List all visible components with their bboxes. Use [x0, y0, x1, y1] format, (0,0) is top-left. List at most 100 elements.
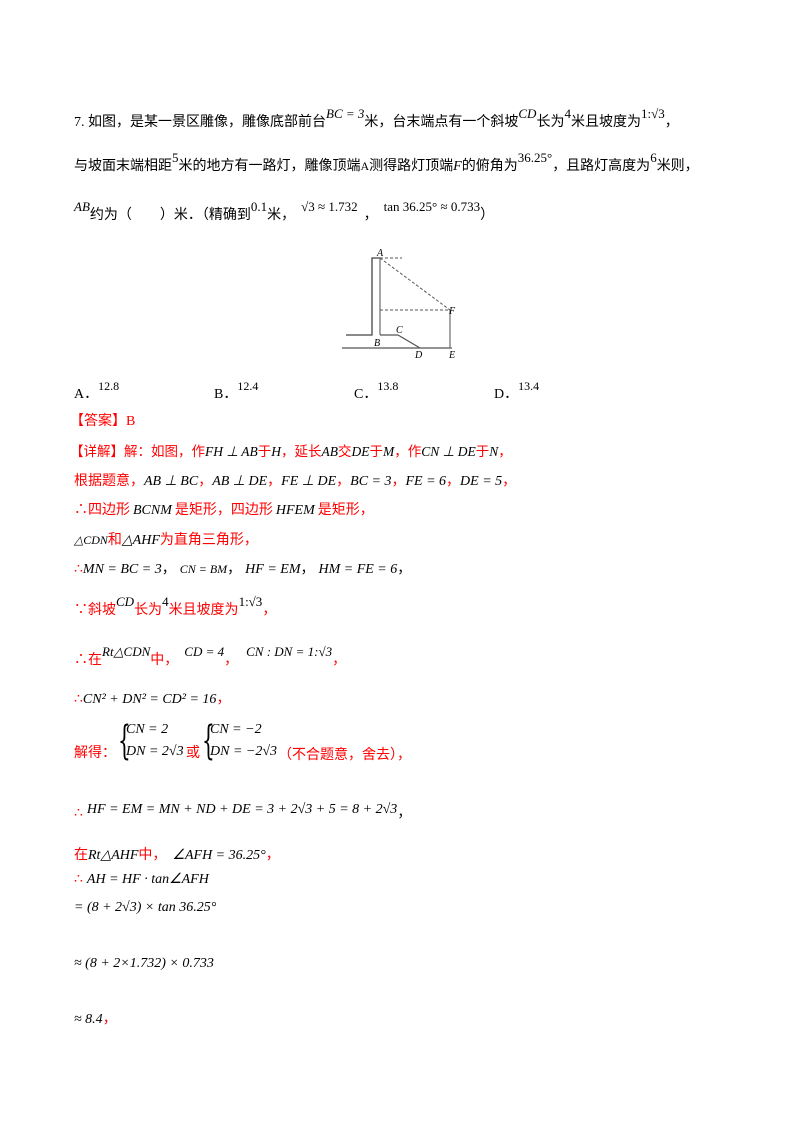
math: △AHF [121, 533, 160, 548]
math: HM = FE = 6 [318, 562, 398, 577]
text: 米且坡度为 [168, 603, 239, 618]
question-line-2: 与坡面末端相距5米的地方有一路灯，雕像顶端A测得路灯顶端F的俯角为36.25°，… [74, 150, 699, 177]
answer-value: B [126, 414, 136, 429]
text: 与坡面末端相距 [74, 159, 172, 174]
text: ） [480, 208, 495, 223]
text: 是矩形，四边形 [174, 503, 273, 518]
math: FE ⊥ DE [281, 474, 337, 489]
text: 于 [257, 444, 272, 459]
solution-line-1: 【详解】解：如图，作FH ⊥ AB于H，延长AB交DE于M，作CN ⊥ DE于N… [70, 442, 512, 462]
text: 约为（ ）米．（精确到 [89, 208, 251, 223]
text: 米， [267, 208, 296, 223]
solution-line-14: ≈ (8 + 2×1.732) × 0.733 [74, 954, 214, 974]
label-E: E [448, 350, 455, 361]
math: CN² + DN² = CD² = 16 [82, 692, 217, 707]
option-letter: A． [74, 387, 99, 402]
option-letter: D． [494, 387, 519, 402]
option-c[interactable]: C．13.8 [354, 379, 398, 403]
label-A: A [376, 248, 384, 259]
label-F: F [448, 306, 456, 317]
math: BCNM [133, 503, 172, 518]
math: CN = BM [179, 562, 228, 576]
text: 的俯角为 [461, 159, 518, 174]
math: 1:√3 [238, 594, 263, 609]
text: ， [267, 474, 282, 489]
segment-CD [397, 334, 421, 349]
option-value: 12.4 [237, 379, 259, 393]
math: tan 36.25° ≈ 0.733 [383, 199, 481, 214]
text: 米且坡度为 [570, 115, 641, 130]
math: CD [116, 594, 135, 609]
text: ， [300, 562, 315, 577]
text: ， [397, 806, 412, 821]
math: H [271, 444, 282, 459]
therefore-symbol: ∴ [74, 872, 83, 887]
math: CN = −2 [210, 722, 262, 737]
math: FE = 6 [405, 474, 447, 489]
text: 于 [475, 444, 490, 459]
math: CN ⊥ DE [421, 444, 476, 459]
math: HF = EM [245, 562, 301, 577]
solution-line-4: △CDN和△AHF为直角三角形， [74, 530, 258, 551]
solution-line-5: ∴MN = BC = 3， CN = BM， HF = EM， HM = FE = 6… [74, 559, 411, 580]
label-B: B [374, 338, 380, 349]
text: ， [224, 653, 239, 668]
text: ， [336, 474, 351, 489]
answer-label: 【答案】 [70, 414, 126, 429]
text: ∴四边形 [74, 503, 130, 518]
text: ， [363, 208, 378, 223]
label-C: C [396, 325, 403, 336]
option-a[interactable]: A．12.8 [74, 379, 119, 403]
geometry-figure: A B C D E F [342, 248, 456, 361]
math: BC = 3 [326, 106, 365, 121]
option-d[interactable]: D．13.4 [494, 379, 539, 403]
question-number: 7. [74, 115, 85, 130]
math: DN = −2√3 [210, 744, 278, 759]
text: ∵斜坡 [74, 603, 116, 618]
text: ，延长 [281, 444, 322, 459]
text: ， [262, 603, 277, 618]
option-value: 13.8 [377, 379, 399, 393]
math: Rt△AHF [88, 848, 139, 863]
math: HFEM [275, 503, 315, 518]
math: HF = EM = MN + ND + DE = 3 + 2√3 + 5 = 8… [86, 802, 398, 817]
text: 根据题意， [74, 474, 144, 489]
math: 4 [564, 106, 571, 121]
math: M [383, 444, 395, 459]
solution-line-12: ∴ AH = HF · tan∠AFH [74, 870, 209, 890]
text: ， [391, 474, 406, 489]
text: ， [332, 653, 347, 668]
math: 36.25° [517, 150, 553, 165]
option-b[interactable]: B．12.4 [214, 379, 258, 403]
therefore-symbol: ∴ [74, 692, 83, 707]
solution-line-7: ∴在Rt△CDN中，CD = 4，CN : DN = 1:√3， [74, 644, 347, 671]
math: CN = 2 [126, 722, 169, 737]
text: 解得： [74, 746, 116, 761]
text: ， [502, 474, 517, 489]
text: 米则， [656, 159, 699, 174]
math: Rt△CDN [102, 644, 151, 659]
solution-line-10: ∴ HF = EM = MN + ND + DE = 3 + 2√3 + 5 = … [74, 800, 412, 821]
solution-line-11: 在Rt△AHF中， ∠AFH = 36.25°， [74, 846, 280, 866]
math: CN : DN = 1:√3 [246, 644, 333, 659]
therefore-symbol: ∴ [74, 806, 83, 821]
question-line-3: AB约为（ ）米．（精确到0.1米， √3 ≈ 1.732 ， tan 36.25° … [74, 199, 495, 226]
option-value: 12.8 [98, 379, 120, 393]
text: 于 [369, 444, 384, 459]
text: ， [397, 562, 412, 577]
text: ， [161, 562, 176, 577]
option-letter: B． [214, 387, 238, 402]
text: ∴在 [74, 653, 102, 668]
text: 或 [186, 746, 200, 761]
math: △CDN [74, 533, 108, 547]
left-brace-icon: { [202, 718, 215, 764]
text: ， [664, 115, 679, 130]
math: MN = BC = 3 [82, 562, 162, 577]
math: AB [321, 444, 339, 459]
text: ， [446, 474, 461, 489]
math: F [453, 159, 462, 174]
text: 如图，是某一景区雕像，雕像底部前台 [88, 115, 326, 130]
text: 米，台末端点有一个斜坡 [364, 115, 519, 130]
text: 长为 [134, 603, 163, 618]
left-brace-icon: { [118, 718, 131, 764]
